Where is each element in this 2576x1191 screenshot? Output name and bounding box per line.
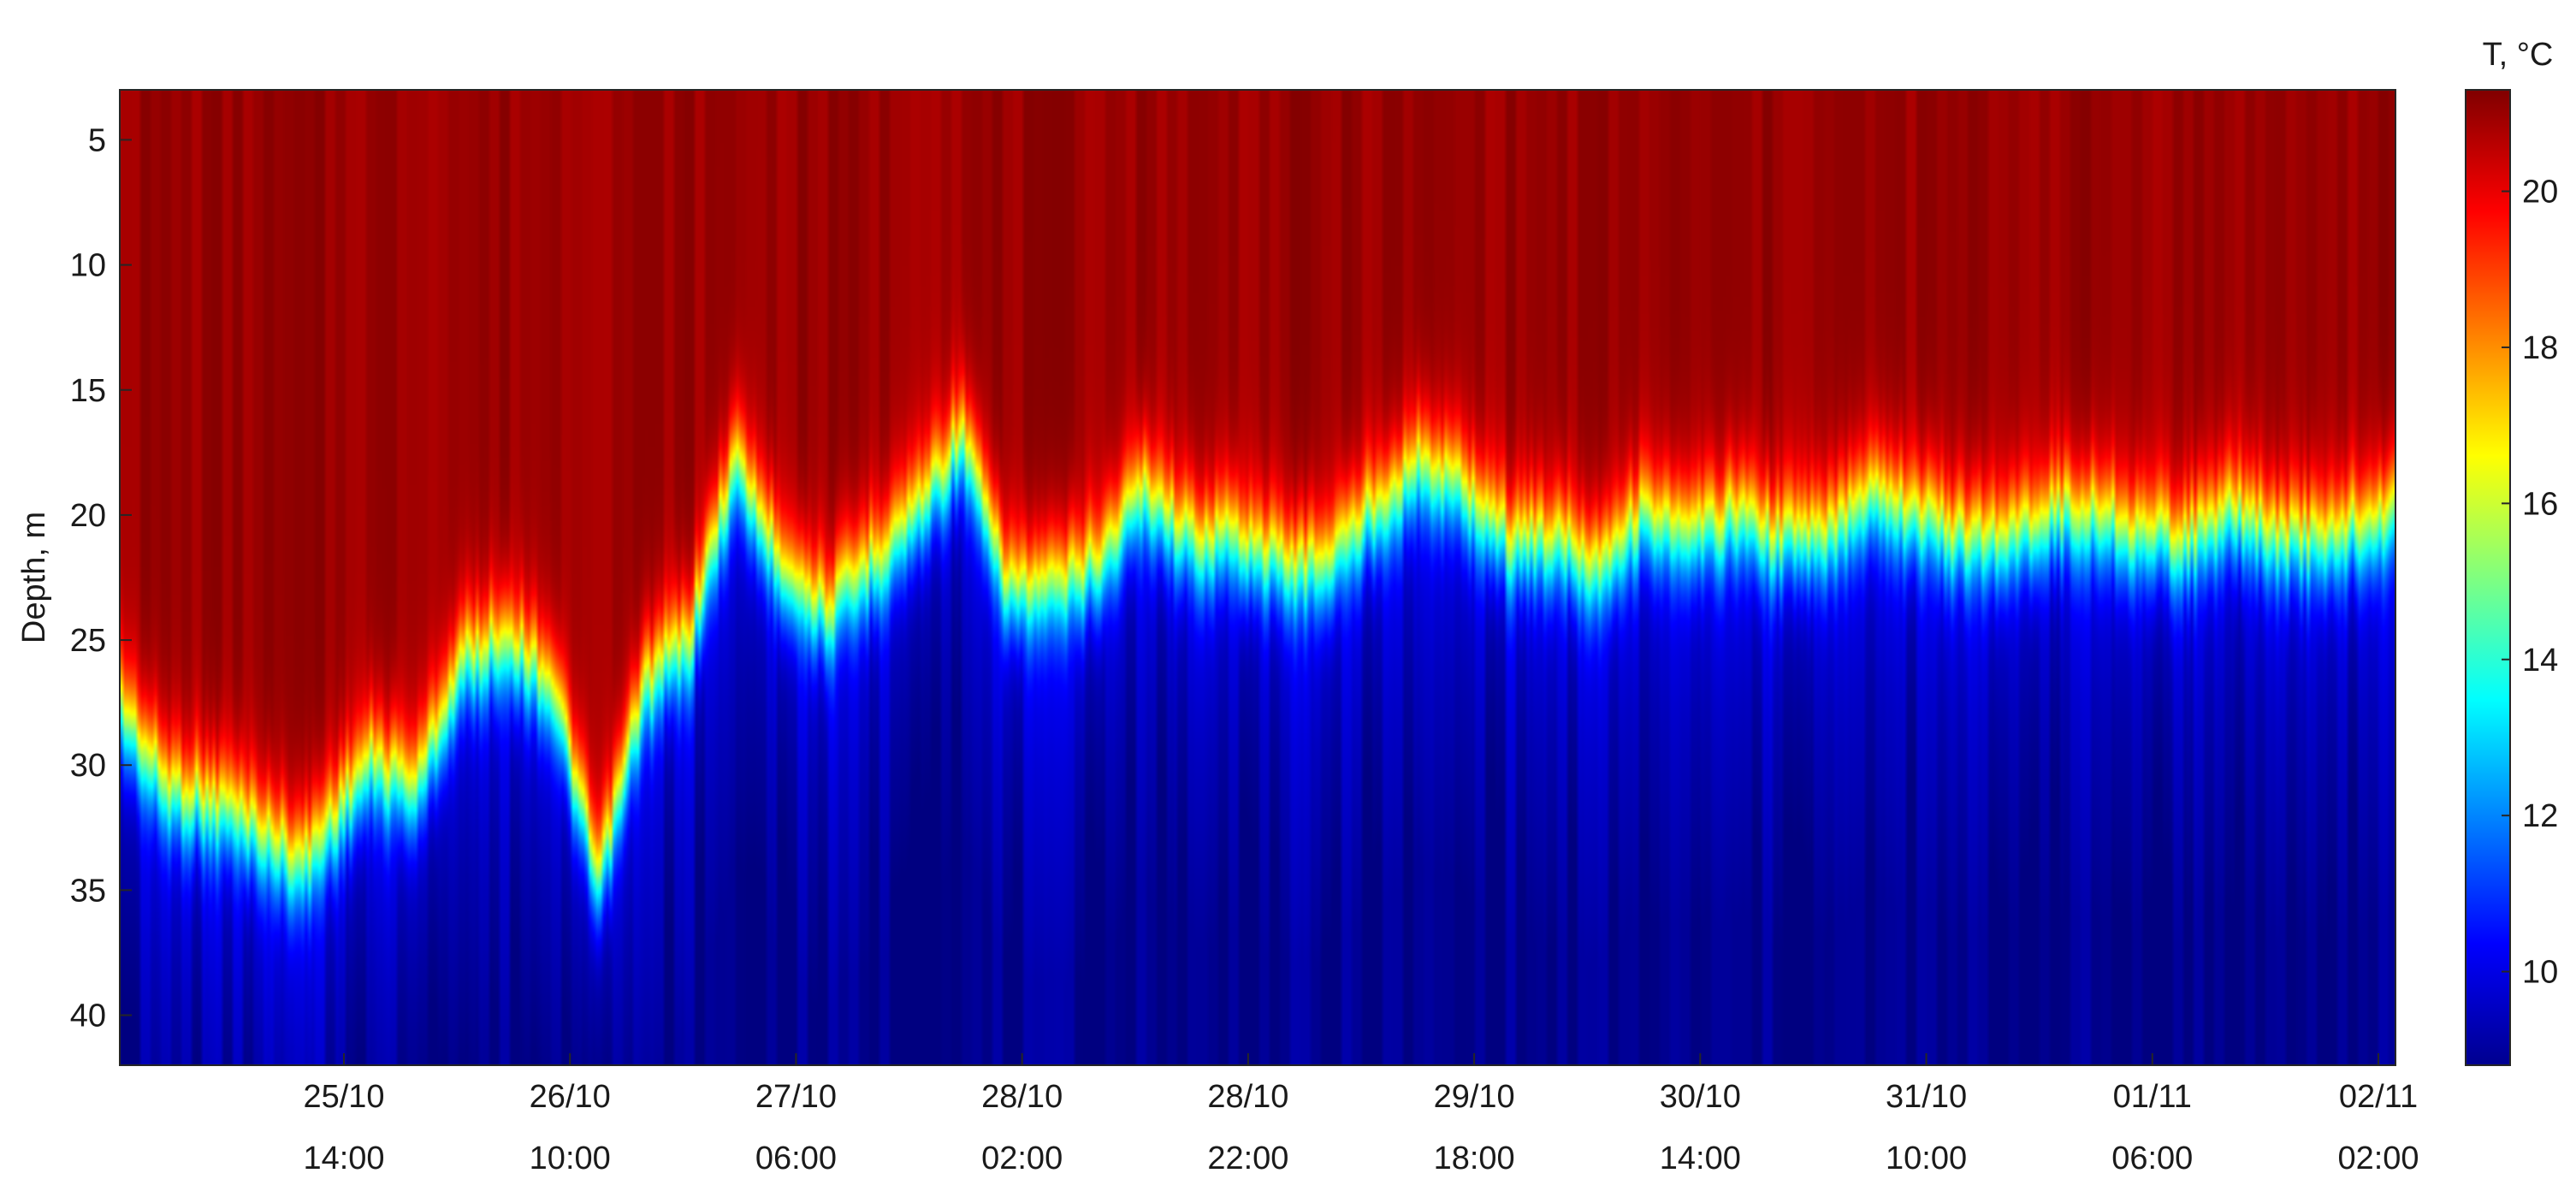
y-tick-label: 35 [70,873,106,909]
colorbar-tick-label: 10 [2522,955,2558,991]
x-tick-time: 02:00 [981,1141,1063,1176]
x-tick-date: 29/10 [1434,1079,1515,1115]
colorbar-tick-label: 18 [2522,330,2558,366]
colorbar: 10 12 14 16 18 20 T, °C [2465,37,2558,1066]
x-tick-time: 14:00 [303,1141,384,1176]
x-tick-time: 06:00 [755,1141,837,1176]
x-tick-date: 02/11 [2339,1079,2418,1115]
plot-area [119,89,2396,1066]
x-tick-date: 28/10 [1207,1079,1288,1115]
x-tick-date: 31/10 [1886,1079,1967,1115]
y-tick-label: 25 [70,623,106,659]
y-tick-label: 5 [88,122,106,158]
x-tick-time: 02:00 [2337,1141,2419,1176]
colorbar-frame [2465,89,2511,1066]
x-tick-date: 27/10 [755,1079,837,1115]
x-tick-date: 30/10 [1660,1079,1741,1115]
y-tick-label: 20 [70,498,106,534]
x-tick-time: 18:00 [1434,1141,1515,1176]
y-tick-label: 40 [70,998,106,1034]
x-tick-date: 01/11 [2113,1079,2192,1115]
y-axis: 5 10 15 20 25 30 35 40 [70,122,132,1034]
y-tick-label: 10 [70,248,106,284]
colorbar-gradient [2466,90,2510,1065]
y-axis-label: Depth, m [16,512,52,643]
y-tick-label: 30 [70,748,106,784]
x-tick-time: 10:00 [530,1141,611,1176]
colorbar-tick-label: 16 [2522,486,2558,522]
x-tick-date: 25/10 [303,1079,384,1115]
x-tick-date: 28/10 [981,1079,1063,1115]
x-axis: 25/10 14:00 26/10 10:00 27/10 06:00 28/10 02:00… [303,1053,2419,1176]
colorbar-ticks: 10 12 14 16 18 20 [2502,175,2558,991]
colorbar-tick-label: 20 [2522,175,2558,210]
y-tick-label: 15 [70,373,106,409]
heatmap-raster [120,90,2395,1065]
colorbar-tick-label: 12 [2522,798,2558,834]
x-tick-time: 22:00 [1207,1141,1288,1176]
plot-frame [119,89,2396,1066]
colorbar-title: T, °C [2483,37,2554,73]
x-tick-date: 26/10 [530,1079,611,1115]
colorbar-tick-label: 14 [2522,643,2558,678]
x-tick-time: 14:00 [1660,1141,1741,1176]
x-tick-time: 10:00 [1886,1141,1967,1176]
x-tick-time: 06:00 [2111,1141,2193,1176]
